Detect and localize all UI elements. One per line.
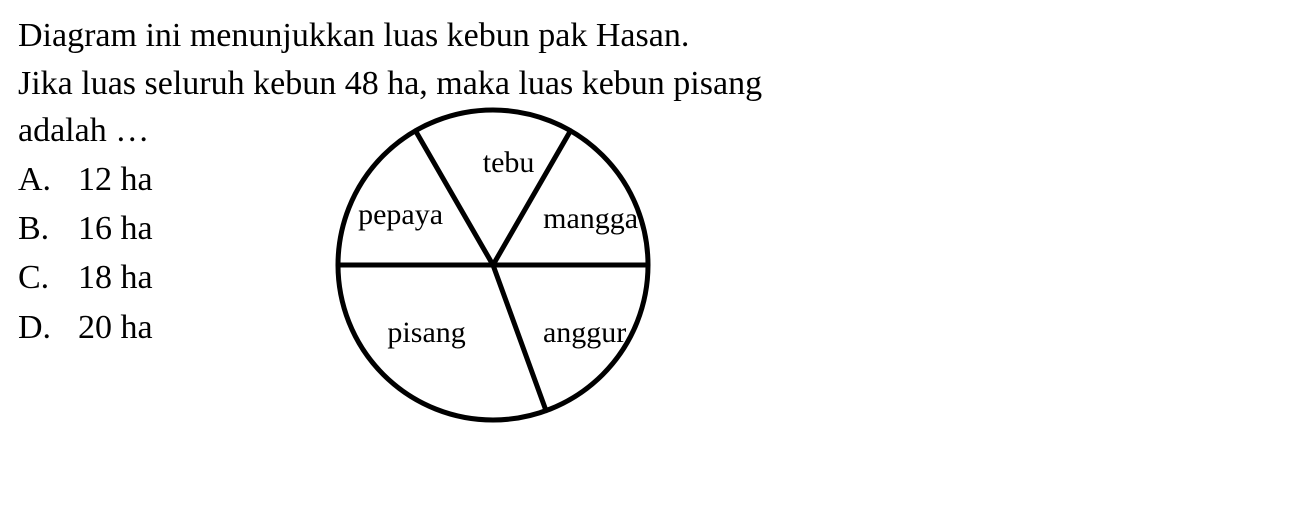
option-a: A. 12 ha <box>18 155 153 204</box>
option-letter: A. <box>18 155 78 204</box>
option-letter: D. <box>18 303 78 352</box>
content-row: adalah … A. 12 ha B. 16 ha C. 18 ha D. 2… <box>18 107 1296 435</box>
option-letter: B. <box>18 204 78 253</box>
pie-chart-container: manggatebupepayapisanganggur <box>323 95 663 435</box>
question-line-3: adalah … <box>18 107 153 155</box>
question-block: Diagram ini menunjukkan luas kebun pak H… <box>18 12 1296 435</box>
option-letter: C. <box>18 253 78 302</box>
option-text: 12 ha <box>78 155 153 204</box>
option-text: 18 ha <box>78 253 153 302</box>
option-b: B. 16 ha <box>18 204 153 253</box>
pie-chart: manggatebupepayapisanganggur <box>323 95 663 435</box>
options-column: adalah … A. 12 ha B. 16 ha C. 18 ha D. 2… <box>18 107 193 352</box>
option-text: 16 ha <box>78 204 153 253</box>
question-line-1: Diagram ini menunjukkan luas kebun pak H… <box>18 12 1296 60</box>
option-c: C. 18 ha <box>18 253 153 302</box>
option-text: 20 ha <box>78 303 153 352</box>
option-d: D. 20 ha <box>18 303 153 352</box>
